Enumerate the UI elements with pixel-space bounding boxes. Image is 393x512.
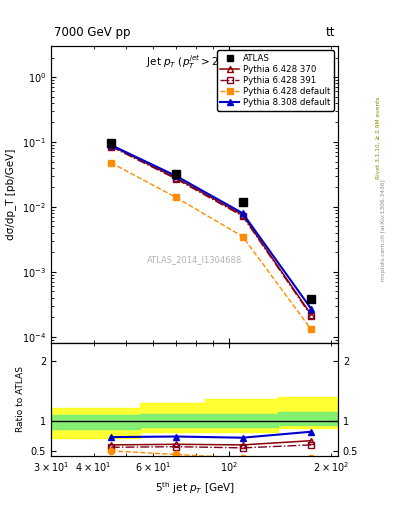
Text: Jet $p_T$ ($p_T^{jet}>$25 GeV): Jet $p_T$ ($p_T^{jet}>$25 GeV) [146, 54, 255, 71]
Y-axis label: dσ/dp_T [pb/GeV]: dσ/dp_T [pb/GeV] [6, 149, 17, 240]
Text: Rivet 3.1.10, ≥ 2.9M events: Rivet 3.1.10, ≥ 2.9M events [376, 97, 381, 180]
Text: mcplots.cern.ch [arXiv:1306.3436]: mcplots.cern.ch [arXiv:1306.3436] [381, 180, 386, 281]
X-axis label: 5$^\mathrm{th}$ jet $p_T$ [GeV]: 5$^\mathrm{th}$ jet $p_T$ [GeV] [154, 480, 235, 496]
Y-axis label: Ratio to ATLAS: Ratio to ATLAS [16, 367, 25, 432]
Legend: ATLAS, Pythia 6.428 370, Pythia 6.428 391, Pythia 6.428 default, Pythia 8.308 de: ATLAS, Pythia 6.428 370, Pythia 6.428 39… [217, 50, 334, 111]
Text: 7000 GeV pp: 7000 GeV pp [54, 26, 130, 39]
Text: ATLAS_2014_I1304688: ATLAS_2014_I1304688 [147, 255, 242, 264]
Text: tt: tt [326, 26, 335, 39]
